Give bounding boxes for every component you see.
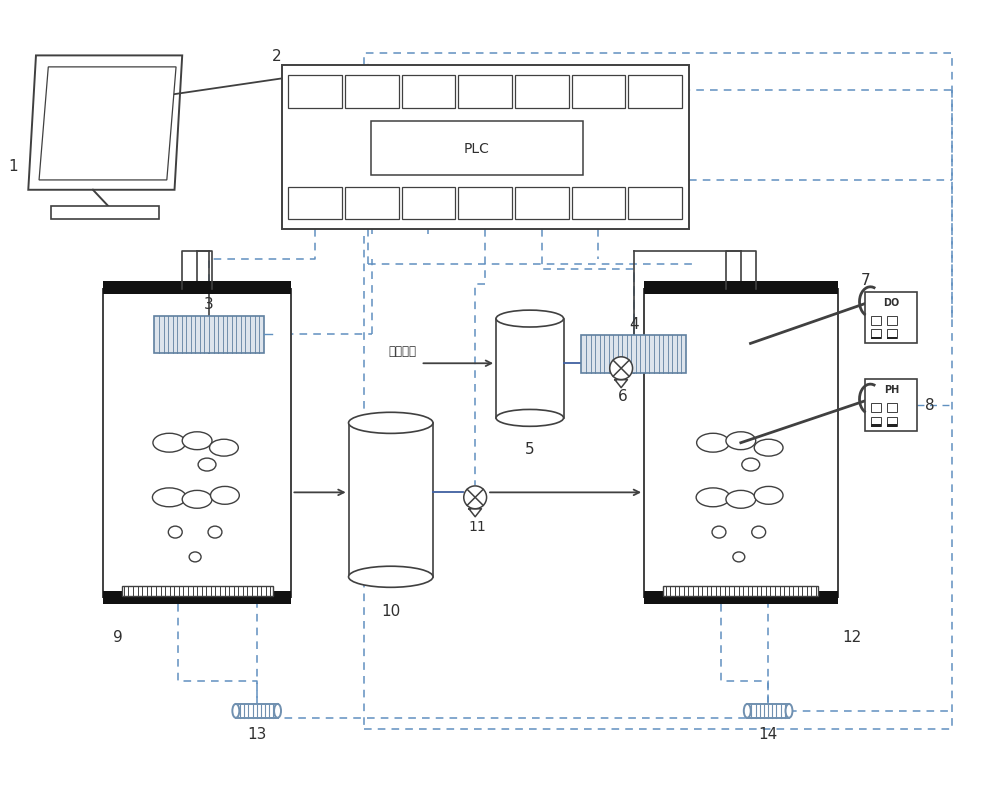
Bar [154,316,264,354]
Text: 12: 12 [843,630,862,645]
Bar [282,67,689,230]
Bar [345,76,399,108]
Text: 13: 13 [247,726,266,740]
Bar [458,76,512,108]
Text: 7: 7 [860,272,870,287]
Bar [515,187,569,220]
Text: 5: 5 [525,441,535,456]
Bar [496,319,564,418]
Bar [887,330,897,339]
Bar [402,76,455,108]
Text: 11: 11 [468,520,486,533]
Text: 10: 10 [381,603,400,618]
Bar [871,337,881,340]
Bar [663,586,818,596]
Bar [887,418,897,426]
Ellipse shape [210,440,238,457]
Bar [887,403,897,413]
Bar [103,282,291,295]
Bar [865,292,917,344]
Ellipse shape [349,413,433,434]
Ellipse shape [152,488,186,507]
Text: PLC: PLC [464,142,490,156]
Bar [871,316,881,325]
Text: 1: 1 [8,158,18,173]
Ellipse shape [726,432,756,450]
Bar [345,187,399,220]
Bar [103,592,291,605]
Ellipse shape [754,487,783,504]
Bar [349,423,433,577]
Ellipse shape [182,432,212,450]
Circle shape [464,487,487,509]
Text: PH: PH [884,385,899,395]
Bar [887,316,897,325]
Ellipse shape [496,410,564,426]
Bar [581,336,686,373]
Ellipse shape [198,459,216,471]
Ellipse shape [744,704,751,718]
Ellipse shape [274,704,281,718]
Bar [628,187,682,220]
Ellipse shape [733,552,745,562]
Ellipse shape [752,527,766,538]
Ellipse shape [696,488,730,507]
Bar [371,122,583,176]
Bar [887,425,897,427]
Ellipse shape [496,311,564,328]
Ellipse shape [349,567,433,588]
Circle shape [610,357,633,380]
Text: 4: 4 [629,316,638,331]
Bar [871,330,881,339]
Bar [288,76,342,108]
Bar [865,380,917,431]
Bar [572,76,625,108]
Text: 8: 8 [925,397,935,413]
Text: DO: DO [883,298,899,308]
Ellipse shape [697,434,729,453]
Ellipse shape [726,491,756,508]
Bar [871,418,881,426]
Ellipse shape [168,527,182,538]
Bar [103,289,291,597]
Bar [402,187,455,220]
Ellipse shape [712,527,726,538]
Bar [871,403,881,413]
Ellipse shape [742,459,760,471]
Ellipse shape [208,527,222,538]
Ellipse shape [786,704,792,718]
Bar [644,289,838,597]
Polygon shape [39,67,176,181]
Ellipse shape [189,552,201,562]
Bar [644,282,838,295]
Ellipse shape [182,491,212,508]
Bar [871,425,881,427]
Bar [288,187,342,220]
Text: 生活污水: 生活污水 [389,344,417,358]
Bar [122,586,273,596]
Text: 14: 14 [759,726,778,740]
Bar [572,187,625,220]
Bar [887,337,897,340]
Bar [515,76,569,108]
Polygon shape [28,56,182,190]
Ellipse shape [754,440,783,457]
Polygon shape [51,207,159,220]
Text: 2: 2 [272,49,281,64]
Ellipse shape [232,704,239,718]
Bar [458,187,512,220]
Text: 6: 6 [618,389,628,403]
Ellipse shape [153,434,186,453]
Text: 3: 3 [204,296,214,312]
Ellipse shape [211,487,239,504]
Bar [644,592,838,605]
Bar [628,76,682,108]
Text: 9: 9 [113,630,122,645]
